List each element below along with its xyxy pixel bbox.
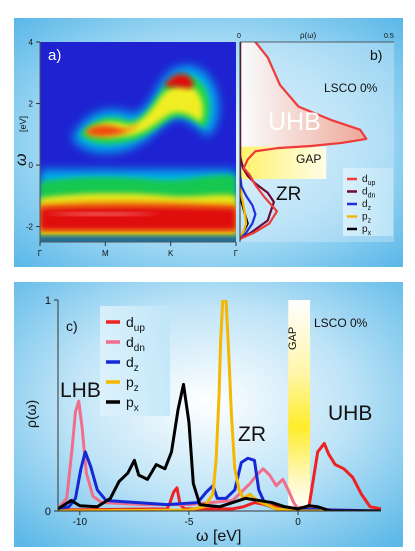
panel-b-label: b)	[370, 47, 382, 63]
panel-c-series-d-up	[58, 441, 381, 511]
panel-b-series-d-dn	[240, 42, 275, 240]
panel-c-x-label: ω [eV]	[196, 528, 241, 545]
panel-a-label: a)	[48, 47, 61, 64]
panel-c-y-tick-label: 0	[45, 506, 51, 518]
panel-b-legend-label-d-z: dz	[362, 199, 372, 212]
panel-c-x-ticks: -10 -5 0	[73, 511, 301, 528]
panel-a-y-tick-label: 2	[29, 100, 34, 109]
uhb-shaded-region	[240, 42, 367, 156]
panel-b-xtick-0: 0	[237, 33, 241, 40]
panel-c: -10 -5 0 01 c) LSCO 0% ω [eV] ρ(ω) LHB ZR …	[23, 295, 381, 545]
panel-c-x-tick-label: -5	[184, 517, 193, 528]
uhb-label-c: UHB	[328, 402, 372, 425]
gap-label: GAP	[296, 152, 321, 166]
panel-b-xtick-1: 0.5	[384, 33, 394, 40]
panel-b-series-d-up	[240, 42, 368, 240]
heatmap-bands	[40, 65, 236, 242]
lhb-label: LHB	[60, 379, 101, 402]
panel-c-x-tick-label: -10	[73, 517, 88, 528]
panel-a-x-tick-label: Γ	[38, 249, 43, 258]
panel-c-x-tick-label: 0	[295, 517, 301, 528]
panel-a-x-tick-label: M	[102, 249, 109, 258]
gap-band-c	[288, 300, 311, 511]
gap-label-c: GAP	[287, 327, 299, 350]
panel-b-legend-label-p-x: px	[362, 224, 372, 237]
panel-c-series-p-x	[58, 382, 381, 511]
panel-c-series-d-z	[58, 450, 381, 511]
panel-b-title: ρ(ω)	[300, 31, 316, 40]
panel-c-system-label: LSCO 0%	[314, 316, 368, 330]
panel-b: ρ(ω) 0 0.5 b) LSCO 0% UHB GAP ZR dupddnd…	[237, 31, 394, 242]
panel-c-curves	[58, 300, 381, 511]
panel-b-legend-label-p-z: pz	[362, 212, 372, 225]
zr-label-c: ZR	[238, 423, 266, 446]
zr-label: ZR	[276, 184, 301, 205]
panel-a-y-ticks: -2 0 2 4	[26, 38, 40, 232]
panel-a-y-tick-label: -2	[26, 223, 34, 232]
panel-b-curves	[240, 42, 368, 240]
panel-c-series-d-dn	[58, 399, 381, 511]
panel-b-series-d-z	[240, 42, 257, 240]
uhb-label: UHB	[268, 108, 321, 136]
panel-a-y-tick-label: 4	[29, 38, 34, 47]
panel-c-y-ticks: 01	[45, 295, 58, 518]
panel-a-y-label-unit: [eV]	[18, 116, 28, 132]
panel-a-y-label-symbol: ω	[13, 154, 30, 166]
panel-a-y-tick-label: 0	[29, 161, 34, 170]
panel-a: -2 0 2 4 Γ M K Γ a) ω [eV]	[13, 38, 239, 258]
panel-b-series-p-z	[240, 42, 248, 240]
panel-a-x-tick-label: Γ	[234, 249, 239, 258]
panel-a-x-tick-label: K	[168, 249, 174, 258]
panel-b-system-label: LSCO 0%	[324, 81, 378, 95]
panel-c-y-label: ρ(ω)	[23, 400, 39, 428]
panel-c-y-tick-label: 1	[45, 295, 51, 307]
panel-c-label: c)	[66, 318, 78, 334]
